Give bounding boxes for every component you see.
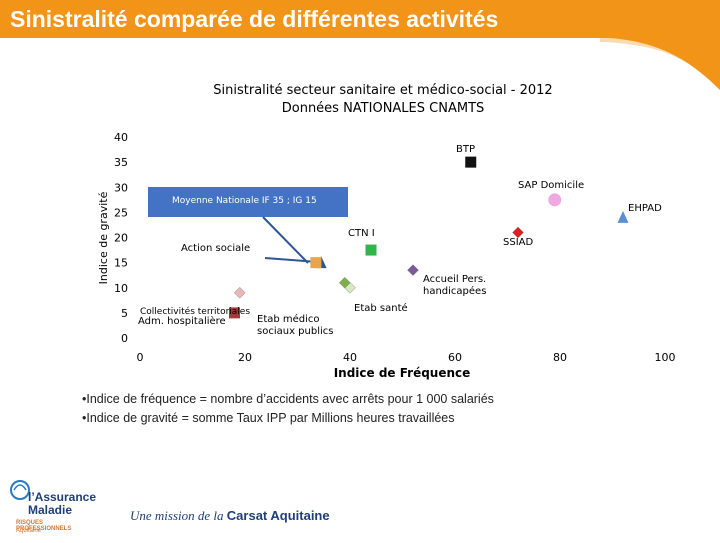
scatter-chart: Sinistralité secteur sanitaire et médico… (97, 83, 676, 380)
y-tick-label: 20 (114, 232, 128, 245)
mission-prefix: Une mission de la (130, 508, 224, 523)
data-label: Etab santé (354, 302, 408, 314)
header-banner (0, 0, 720, 90)
data-point-ctn-i (365, 244, 377, 256)
logo-line1: l’Assurance (28, 490, 97, 504)
x-tick-label: 60 (448, 351, 462, 364)
data-point-ehpad (617, 210, 629, 223)
average-box-label: Moyenne Nationale IF 35 ; IG 15 (172, 196, 317, 206)
data-label: SSIAD (503, 237, 533, 248)
data-label: EHPAD (628, 203, 662, 214)
logo-emblem-icon (10, 480, 30, 500)
y-tick-label: 40 (114, 131, 128, 144)
data-point-ssiad (512, 226, 524, 239)
page-title: Sinistralité comparée de différentes act… (10, 6, 499, 32)
data-point-etab-m-dico-sociaux-publics (310, 257, 322, 269)
data-point-sap-domicile (548, 193, 562, 207)
logo-line4: Aquitaine (16, 528, 42, 534)
data-point-accueil-pers-handicap-es (407, 264, 419, 277)
data-label: Etab médico (257, 313, 320, 325)
data-point-btp (465, 156, 477, 168)
data-point-adm-hospitali-re (229, 307, 240, 319)
y-axis-label: Indice de gravité (97, 191, 110, 284)
data-label: Action sociale (181, 243, 250, 254)
chart-title: Sinistralité secteur sanitaire et médico… (213, 83, 552, 98)
mission-brand: Carsat Aquitaine (226, 508, 330, 523)
x-axis-label: Indice de Fréquence (334, 366, 471, 380)
note-gravity: •Indice de gravité = somme Taux IPP par … (82, 411, 455, 425)
logo-line2: Maladie (28, 503, 73, 517)
data-label: Adm. hospitalière (138, 315, 226, 327)
data-label: SAP Domicile (518, 180, 584, 191)
notes: •Indice de fréquence = nombre d’accident… (82, 390, 494, 428)
data-point-collectivit-s-territoriales (233, 286, 246, 299)
average-box (148, 187, 348, 217)
data-point-etab-sant- (338, 276, 351, 289)
y-tick-label: 25 (114, 206, 128, 219)
x-tick-label: 0 (137, 351, 144, 364)
y-tick-label: 10 (114, 282, 128, 295)
x-tick-label: 80 (553, 351, 567, 364)
logo-line3: RISQUES PROFESSIONNELS (16, 520, 72, 532)
y-tick-label: 0 (121, 332, 128, 345)
y-tick-label: 15 (114, 257, 128, 270)
data-label: handicapées (423, 285, 486, 297)
x-tick-label: 100 (655, 351, 676, 364)
average-mark-line (264, 257, 319, 263)
mission-tagline: Une mission de la Carsat Aquitaine (130, 508, 330, 524)
x-tick-label: 40 (343, 351, 357, 364)
y-tick-label: 5 (121, 307, 128, 320)
data-label: sociaux publics (257, 326, 333, 337)
data-label: Accueil Pers. (423, 274, 486, 285)
data-label: Collectivités territoriales (140, 306, 250, 317)
data-label: CTN I (348, 228, 375, 239)
x-tick-label: 20 (238, 351, 252, 364)
chart-subtitle: Données NATIONALES CNAMTS (282, 101, 485, 116)
average-connector (262, 216, 309, 264)
assurance-maladie-logo: l’Assurance Maladie RISQUES PROFESSIONNE… (6, 476, 98, 538)
data-label: BTP (456, 144, 475, 155)
y-tick-label: 35 (114, 156, 128, 169)
note-frequency: •Indice de fréquence = nombre d’accident… (82, 392, 494, 406)
y-tick-label: 30 (114, 181, 128, 194)
